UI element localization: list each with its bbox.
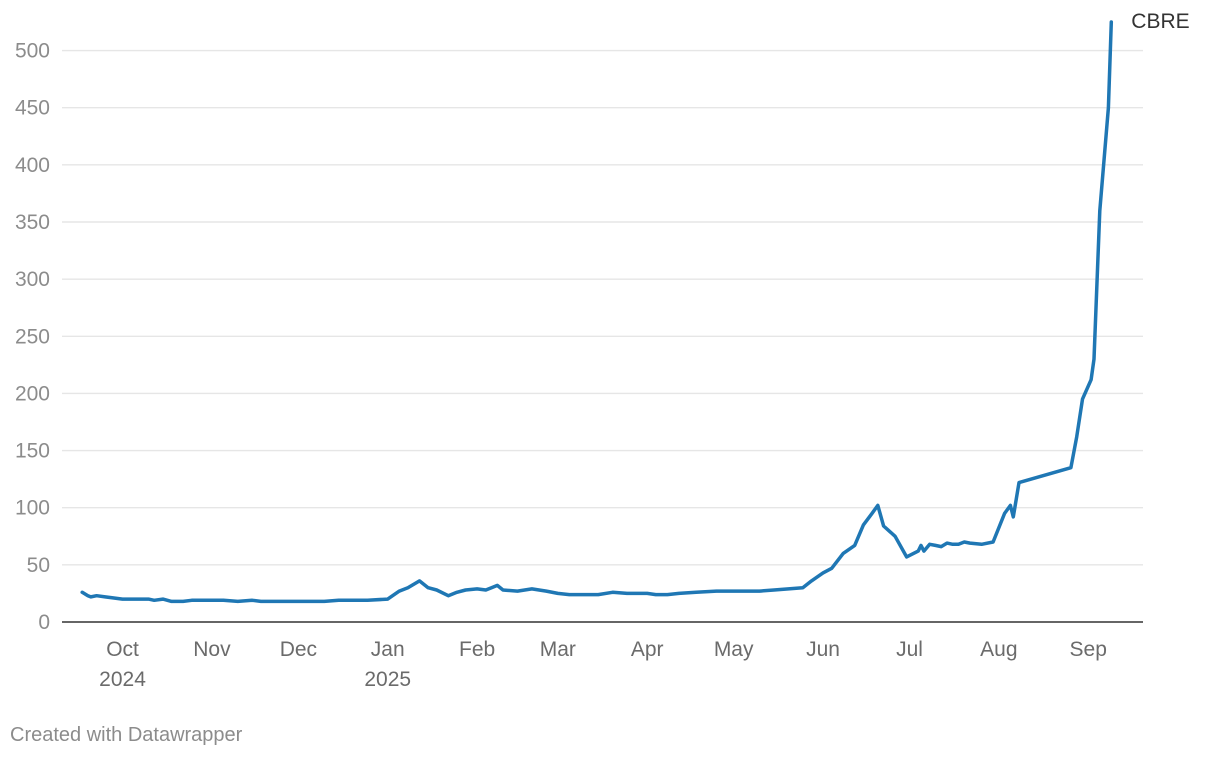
series-lines	[80, 20, 1114, 604]
x-tick-label: Apr	[631, 638, 664, 661]
y-tick-label: 500	[15, 40, 50, 63]
line-chart: 0 50 100 150 200 250 300 350 400 450 500 Oct 2024 No…	[15, 10, 1190, 691]
x-tick-label: Nov	[193, 638, 231, 661]
x-tick-label: Jun	[806, 638, 840, 661]
x-tick-label: Feb	[459, 638, 495, 661]
y-tick-label: 200	[15, 382, 50, 405]
y-tick-label: 450	[15, 97, 50, 120]
x-tick-label: Mar	[540, 638, 576, 661]
y-tick-label: 350	[15, 211, 50, 234]
x-tick-label: Sep	[1070, 638, 1107, 661]
series-line	[80, 20, 1114, 604]
x-tick-label: Jul	[896, 638, 923, 661]
y-tick-label: 50	[27, 554, 50, 577]
credit-footer: Created with Datawrapper	[10, 724, 243, 746]
y-tick-label: 250	[15, 325, 50, 348]
x-tick-label: Jan	[371, 638, 405, 661]
y-tick-label: 0	[38, 611, 50, 634]
x-axis-tick-labels: Oct 2024 Nov Dec Jan 2025 Feb Mar Apr May Jun Jul Au…	[99, 638, 1107, 691]
series-label: CBRE	[1131, 10, 1189, 33]
x-tick-sublabel: 2025	[364, 668, 411, 691]
gridlines	[62, 49, 1143, 566]
y-tick-label: 300	[15, 268, 50, 291]
x-tick-label: Aug	[980, 638, 1017, 661]
x-tick-sublabel: 2024	[99, 668, 146, 691]
x-tick-label: May	[714, 638, 754, 661]
y-tick-label: 400	[15, 154, 50, 177]
x-tick-label: Oct	[106, 638, 139, 661]
series-labels: CBRE	[1131, 10, 1189, 33]
y-tick-label: 100	[15, 497, 50, 520]
y-axis-tick-labels: 0 50 100 150 200 250 300 350 400 450 500	[15, 40, 50, 634]
y-tick-label: 150	[15, 440, 50, 463]
x-tick-label: Dec	[280, 638, 317, 661]
